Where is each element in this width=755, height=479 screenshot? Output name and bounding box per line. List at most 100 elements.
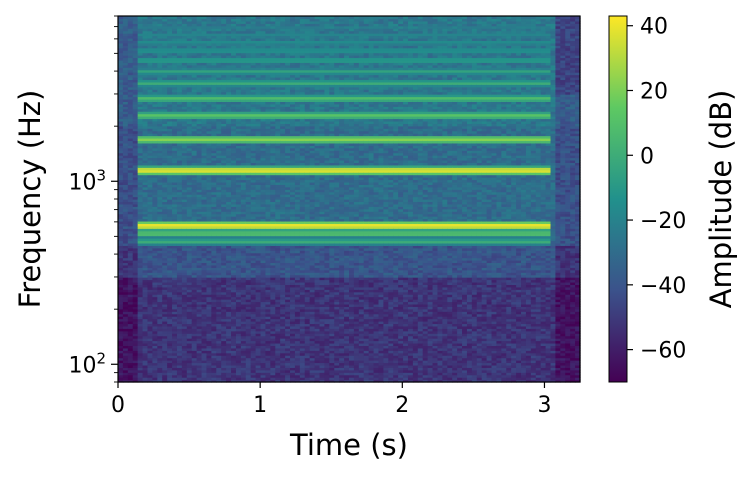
heatmap-cell	[162, 303, 168, 307]
heatmap-cell	[127, 342, 134, 346]
heatmap-cell	[122, 128, 129, 132]
heatmap-cell	[118, 84, 124, 88]
heatmap-cell	[157, 199, 163, 203]
heatmap-cell	[152, 262, 158, 266]
heatmap-cell	[147, 291, 153, 295]
heatmap-cell	[142, 372, 149, 376]
heatmap-cell	[152, 250, 158, 254]
heatmap-cell	[132, 79, 139, 83]
heatmap-cell	[132, 308, 139, 312]
heatmap-cell	[162, 116, 168, 120]
heatmap-cell	[142, 98, 149, 102]
heatmap-cell	[147, 72, 153, 76]
heatmap-cell	[122, 57, 129, 61]
heatmap-cell	[118, 86, 124, 90]
heatmap-cell	[142, 218, 149, 222]
heatmap-cell	[127, 294, 134, 298]
heatmap-cell	[152, 272, 158, 276]
heatmap-cell	[127, 157, 134, 161]
heatmap-cell	[162, 174, 168, 178]
heatmap-cell	[118, 18, 124, 22]
heatmap-cell	[137, 338, 144, 342]
heatmap-cell	[147, 147, 153, 151]
heatmap-cell	[152, 67, 158, 71]
heatmap-cell	[118, 181, 124, 185]
heatmap-cell	[137, 150, 144, 154]
heatmap-cell	[152, 37, 158, 41]
heatmap-cell	[152, 47, 158, 51]
heatmap-cell	[122, 194, 129, 198]
heatmap-cell	[122, 23, 129, 27]
heatmap-cell	[132, 206, 139, 210]
heatmap-cell	[162, 362, 168, 366]
heatmap-cell	[127, 286, 134, 290]
heatmap-cell	[152, 299, 158, 303]
heatmap-cell	[142, 128, 149, 132]
heatmap-cell	[142, 240, 149, 244]
heatmap-cell	[157, 28, 163, 32]
heatmap-cell	[137, 235, 144, 239]
heatmap-cell	[157, 52, 163, 56]
heatmap-cell	[137, 86, 144, 90]
heatmap-cell	[127, 28, 134, 32]
heatmap-cell	[122, 235, 129, 239]
heatmap-cell	[147, 52, 153, 56]
heatmap-cell	[127, 147, 134, 151]
heatmap-cell	[127, 120, 134, 124]
heatmap-cell	[147, 245, 153, 249]
heatmap-cell	[122, 208, 129, 212]
heatmap-cell	[122, 240, 129, 244]
heatmap-cell	[152, 150, 158, 154]
heatmap-cell	[142, 291, 149, 295]
heatmap-cell	[132, 77, 139, 81]
heatmap-cell	[118, 372, 124, 376]
heatmap-cell	[147, 247, 153, 251]
heatmap-cell	[118, 45, 124, 49]
heatmap-cell	[147, 33, 153, 37]
heatmap-cell	[152, 196, 158, 200]
heatmap-cell	[142, 77, 149, 81]
heatmap-cell	[132, 281, 139, 285]
heatmap-cell	[118, 362, 124, 366]
heatmap-cell	[137, 113, 144, 117]
heatmap-cell	[122, 94, 129, 98]
heatmap-cell	[127, 179, 134, 183]
heatmap-cell	[127, 252, 134, 256]
heatmap-cell	[147, 94, 153, 98]
heatmap-cell	[118, 325, 124, 329]
heatmap-cell	[132, 18, 139, 22]
heatmap-cell	[118, 116, 124, 120]
heatmap-cell	[118, 296, 124, 300]
heatmap-cell	[152, 279, 158, 283]
heatmap-cell	[127, 206, 134, 210]
heatmap-cell	[118, 223, 124, 227]
heatmap-cell	[147, 274, 153, 278]
heatmap-cell	[137, 281, 144, 285]
heatmap-cell	[157, 338, 163, 342]
heatmap-cell	[162, 316, 168, 320]
heatmap-cell	[118, 172, 124, 176]
heatmap-cell	[132, 274, 139, 278]
heatmap-cell	[132, 159, 139, 163]
heatmap-cell	[137, 50, 144, 54]
heatmap-cell	[142, 194, 149, 198]
heatmap-cell	[122, 155, 129, 159]
heatmap-cell	[157, 220, 163, 224]
heatmap-cell	[157, 23, 163, 27]
heatmap-cell	[127, 50, 134, 54]
heatmap-cell	[162, 289, 168, 293]
heatmap-cell	[142, 94, 149, 98]
heatmap-cell	[132, 23, 139, 27]
heatmap-cell	[142, 257, 149, 261]
heatmap-cell	[137, 181, 144, 185]
heatmap-cell	[132, 347, 139, 351]
heatmap-cell	[147, 194, 153, 198]
heatmap-cell	[147, 203, 153, 207]
heatmap-cell	[137, 33, 144, 37]
heatmap-cell	[137, 250, 144, 254]
heatmap-cell	[147, 162, 153, 166]
heatmap-cell	[137, 345, 144, 349]
heatmap-cell	[152, 323, 158, 327]
heatmap-cell	[137, 333, 144, 337]
heatmap-cell	[157, 299, 163, 303]
